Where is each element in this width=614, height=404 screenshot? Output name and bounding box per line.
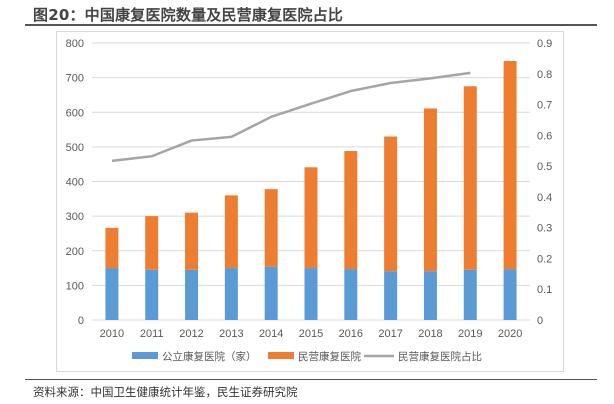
bar-private [384,136,398,272]
bar-private [503,61,517,270]
figure-title: 图20：中国康复医院数量及民营康复医院占比 [33,6,344,24]
legend: 公立康复医院（家） 民营康复医院 民营康复医院占比 [132,350,482,363]
legend-private: 民营康复医院 [268,350,361,363]
y2-tick-label: 0.3 [537,223,552,235]
legend-public-label: 公立康复医院（家） [162,350,257,363]
x-tick-label: 2011 [140,328,164,340]
bar-private [185,212,199,270]
bar-private [105,227,119,269]
x-tick-label: 2017 [378,328,402,340]
y2-tick-label: 0.6 [537,130,552,142]
source-note: 资料来源：中国卫生健康统计年鉴，民生证券研究院 [33,385,298,399]
y-tick-label: 800 [66,38,84,50]
y2-tick-label: 0.4 [537,192,552,204]
y-tick-label: 700 [66,73,84,85]
x-tick-label: 2012 [179,328,203,340]
legend-ratio: 民营康复医院占比 [364,350,482,363]
bar-private [224,195,238,269]
bar-public [503,269,517,320]
x-tick-label: 2016 [339,328,363,340]
y2-tick-label: 0.1 [537,284,552,296]
y2-tick-label: 0.2 [537,253,552,265]
legend-ratio-label: 民营康复医院占比 [398,350,482,363]
bar-public [423,271,437,320]
x-tick-label: 2019 [458,328,482,340]
ratio-line-group [111,71,471,163]
legend-private-label: 民营康复医院 [298,350,361,363]
bar-public [185,269,199,320]
bar-private [145,216,159,270]
y2-tick-label: 0.5 [537,161,552,173]
y-tick-label: 300 [66,211,84,223]
y-axis-left: 0 100 200 300 400 500 600 700 800 [66,38,84,327]
legend-public: 公立康复医院（家） [132,350,257,363]
x-tick-label: 2015 [299,328,323,340]
bar-public [304,268,318,320]
ratio-line [111,71,471,163]
y-tick-label: 200 [66,246,84,258]
bar-public [105,268,119,320]
y-tick-label: 400 [66,177,84,189]
footer-divider [25,379,597,380]
bar-public [224,268,238,320]
x-axis: 2010 2011 2012 2013 2014 2015 2016 2017 2018 2019… [100,328,523,340]
bar-private [423,108,437,272]
y-axis-right: 0 0.1 0.2 0.3 0.4 0.5 0.6 0.7 0.8 0.9 [537,38,552,327]
x-tick-label: 2013 [219,328,243,340]
legend-private-swatch [268,352,294,359]
title-divider [25,24,597,26]
bar-public [463,269,477,320]
gridlines [92,42,530,321]
bar-private [344,151,358,270]
y-tick-label: 100 [66,280,84,292]
bar-public [264,266,278,320]
bar-private [304,167,318,269]
x-tick-label: 2018 [418,328,442,340]
y2-tick-label: 0.9 [537,38,552,50]
legend-public-swatch [132,352,158,359]
chart-frame [56,31,564,372]
bar-private [463,86,477,270]
bar-public [384,271,398,320]
x-tick-label: 2010 [100,328,124,340]
y-tick-label: 600 [66,107,84,119]
x-tick-label: 2020 [498,328,522,340]
y-tick-label: 0 [78,315,84,327]
bar-public [344,269,358,320]
bars [105,61,517,320]
bar-public [145,269,159,320]
y2-tick-label: 0 [537,315,543,327]
y-tick-label: 500 [66,142,84,154]
y2-tick-label: 0.8 [537,69,552,81]
y2-tick-label: 0.7 [537,100,552,112]
bar-private [264,189,278,267]
x-tick-label: 2014 [259,328,283,340]
